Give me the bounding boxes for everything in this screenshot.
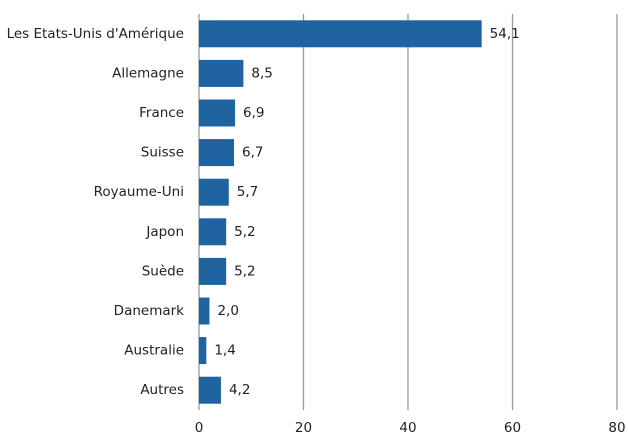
y-tick-label: Royaume-Uni: [94, 184, 184, 200]
bar: [199, 376, 221, 404]
y-tick-label: Allemagne: [112, 65, 184, 81]
x-tick-label: 0: [195, 420, 204, 434]
value-label: 2,0: [217, 303, 238, 319]
y-tick-label: Japon: [145, 224, 184, 240]
y-tick-label: Danemark: [114, 303, 185, 319]
x-tick-label: 40: [399, 420, 416, 434]
y-tick-label: Les Etats-Unis d'Amérique: [7, 26, 184, 42]
value-label: 5,2: [234, 263, 255, 279]
bar: [199, 178, 229, 206]
x-tick-label: 60: [504, 420, 521, 434]
y-tick-label: Australie: [124, 343, 184, 359]
value-label: 1,4: [214, 343, 235, 359]
value-label: 4,2: [229, 382, 250, 398]
y-tick-label: France: [139, 105, 184, 121]
y-tick-label: Suède: [142, 263, 184, 279]
value-label: 6,7: [242, 145, 263, 161]
bar: [199, 20, 482, 48]
bar: [199, 139, 235, 167]
bar: [199, 59, 244, 87]
value-label: 5,7: [237, 184, 258, 200]
value-label: 6,9: [243, 105, 264, 121]
bar: [199, 297, 210, 325]
x-tick-label: 20: [295, 420, 312, 434]
y-tick-label: Suisse: [141, 145, 184, 161]
bar: [199, 257, 227, 285]
y-tick-label: Autres: [140, 382, 184, 398]
x-tick-label: 80: [608, 420, 625, 434]
value-label: 54,1: [490, 26, 520, 42]
bar: [199, 218, 227, 246]
value-label: 8,5: [251, 65, 272, 81]
value-label: 5,2: [234, 224, 255, 240]
bar: [199, 337, 207, 365]
bar: [199, 99, 236, 127]
